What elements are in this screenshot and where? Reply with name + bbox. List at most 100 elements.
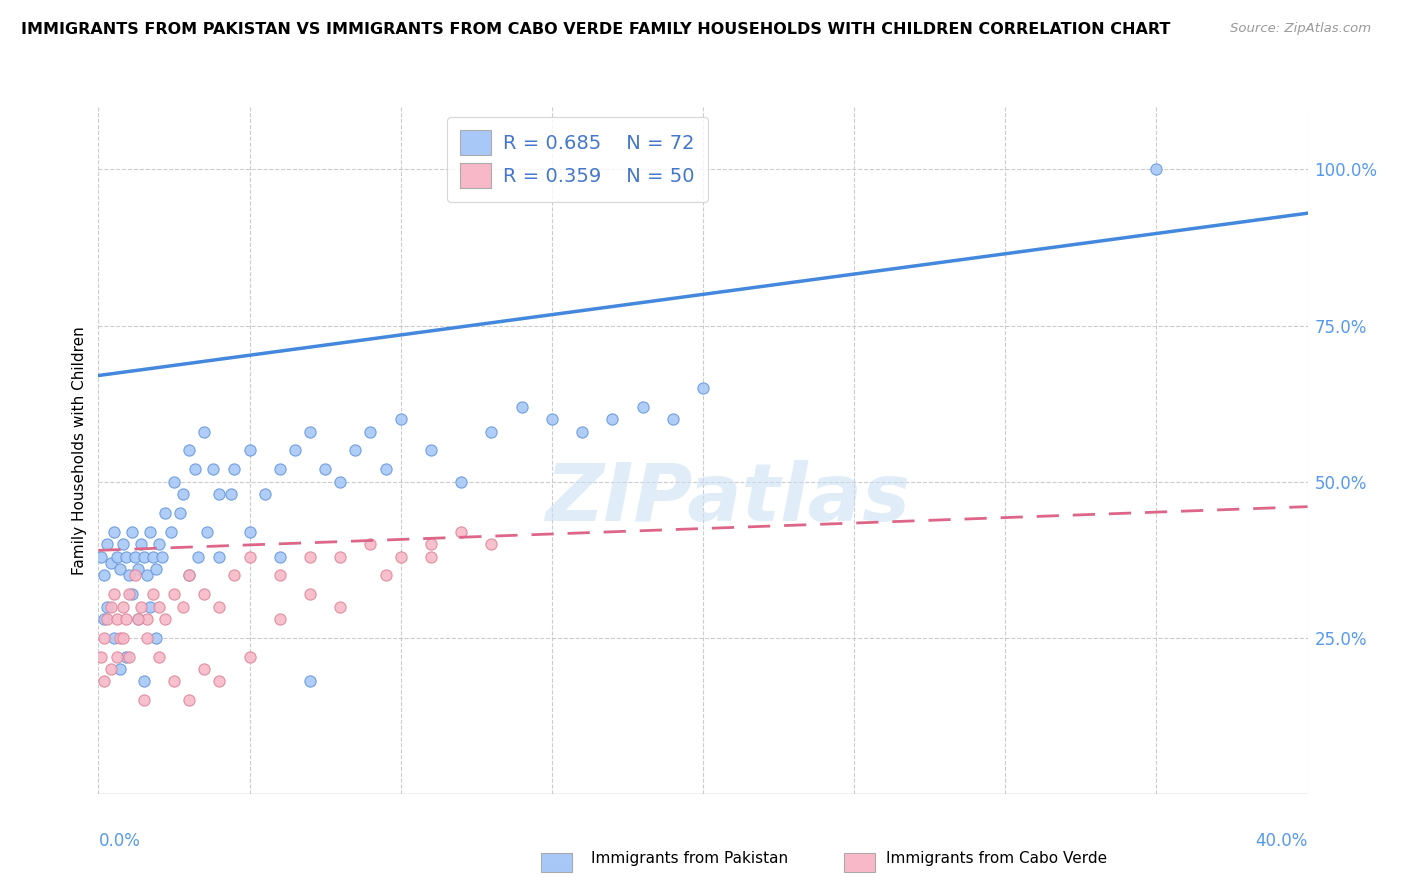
Point <box>100 599 122 614</box>
Point <box>96 612 118 626</box>
Point <box>118 649 141 664</box>
Point <box>114 549 136 564</box>
Point <box>108 662 131 676</box>
Point <box>329 549 352 564</box>
Point <box>93 631 115 645</box>
Point <box>179 443 201 458</box>
Point <box>224 462 246 476</box>
Point <box>540 412 562 426</box>
Point <box>299 549 322 564</box>
Point <box>96 599 118 614</box>
Point <box>224 568 246 582</box>
Point <box>100 662 122 676</box>
Point <box>450 524 472 539</box>
Point <box>208 487 231 501</box>
Point <box>127 562 149 576</box>
Point <box>692 381 714 395</box>
Point <box>631 400 654 414</box>
Point <box>111 537 134 551</box>
Point <box>135 612 157 626</box>
Point <box>269 612 291 626</box>
Point <box>269 568 291 582</box>
Point <box>481 537 503 551</box>
Text: 40.0%: 40.0% <box>1256 831 1308 850</box>
Point <box>314 462 336 476</box>
Point <box>662 412 685 426</box>
Point <box>239 649 262 664</box>
Point <box>163 674 186 689</box>
Point <box>172 599 194 614</box>
Point <box>132 549 155 564</box>
Point <box>139 524 162 539</box>
Point <box>118 587 141 601</box>
Point <box>163 475 186 489</box>
Point <box>90 549 112 564</box>
Point <box>269 549 291 564</box>
Point <box>269 462 291 476</box>
Point <box>389 549 412 564</box>
Point <box>329 599 352 614</box>
Point <box>193 425 215 439</box>
Point <box>103 524 125 539</box>
Point <box>195 524 218 539</box>
Point <box>105 612 128 626</box>
Point <box>179 693 201 707</box>
Point <box>202 462 225 476</box>
Point <box>450 475 472 489</box>
Point <box>142 549 165 564</box>
Point <box>420 537 443 551</box>
Point <box>93 612 115 626</box>
Point <box>108 631 131 645</box>
Point <box>239 524 262 539</box>
Point <box>111 599 134 614</box>
Point <box>187 549 209 564</box>
Point <box>114 612 136 626</box>
Point <box>329 475 352 489</box>
Point <box>105 549 128 564</box>
Point <box>163 587 186 601</box>
Point <box>93 674 115 689</box>
Text: 0.0%: 0.0% <box>98 831 141 850</box>
Legend: R = 0.685    N = 72, R = 0.359    N = 50: R = 0.685 N = 72, R = 0.359 N = 50 <box>447 117 709 202</box>
Point <box>127 612 149 626</box>
Point <box>193 587 215 601</box>
Point <box>360 537 382 551</box>
Point <box>111 631 134 645</box>
Point <box>374 568 396 582</box>
Point <box>124 568 146 582</box>
Text: ZIPatlas: ZIPatlas <box>544 459 910 538</box>
Point <box>148 649 170 664</box>
Point <box>124 549 146 564</box>
Text: Immigrants from Pakistan: Immigrants from Pakistan <box>591 851 787 865</box>
Point <box>179 568 201 582</box>
Text: IMMIGRANTS FROM PAKISTAN VS IMMIGRANTS FROM CABO VERDE FAMILY HOUSEHOLDS WITH CH: IMMIGRANTS FROM PAKISTAN VS IMMIGRANTS F… <box>21 22 1170 37</box>
Point <box>129 599 152 614</box>
Y-axis label: Family Households with Children: Family Households with Children <box>72 326 87 574</box>
Point <box>1144 162 1167 177</box>
Point <box>374 462 396 476</box>
Point <box>118 568 141 582</box>
Point <box>169 506 191 520</box>
Point <box>208 674 231 689</box>
Point <box>481 425 503 439</box>
Point <box>90 649 112 664</box>
Point <box>299 425 322 439</box>
Point <box>135 568 157 582</box>
Point <box>172 487 194 501</box>
Point <box>145 562 167 576</box>
Point <box>114 649 136 664</box>
Point <box>571 425 593 439</box>
Point <box>100 556 122 570</box>
Point <box>96 537 118 551</box>
Point <box>129 537 152 551</box>
Point <box>139 599 162 614</box>
Point <box>150 549 173 564</box>
Point <box>148 537 170 551</box>
Point <box>132 674 155 689</box>
Point <box>299 674 322 689</box>
Point <box>135 631 157 645</box>
Point <box>160 524 183 539</box>
Text: Immigrants from Cabo Verde: Immigrants from Cabo Verde <box>886 851 1107 865</box>
Text: Source: ZipAtlas.com: Source: ZipAtlas.com <box>1230 22 1371 36</box>
Point <box>127 612 149 626</box>
